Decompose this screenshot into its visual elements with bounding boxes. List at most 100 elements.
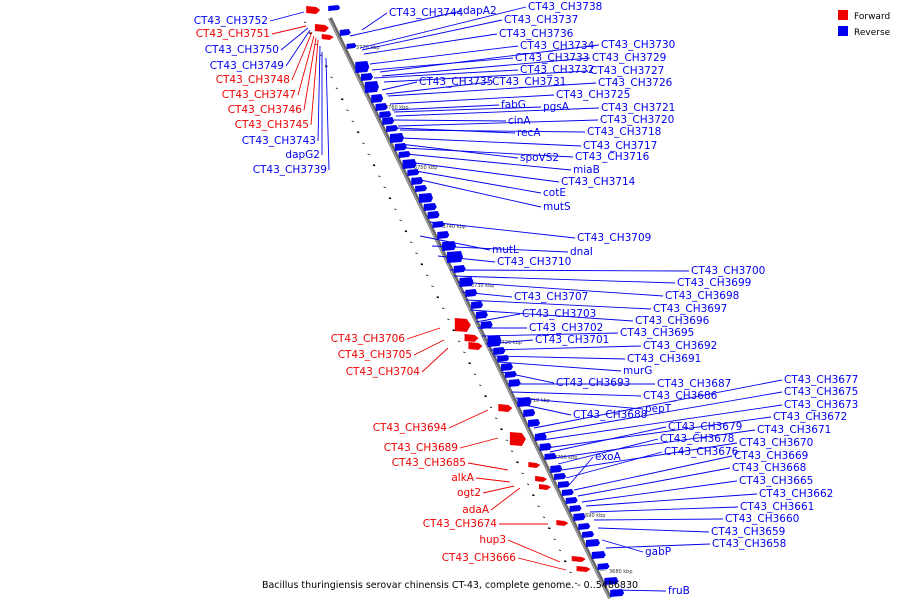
gene-label[interactable]: CT43_CH3669 (734, 450, 808, 462)
gene-label[interactable]: CT43_CH3710 (497, 256, 571, 268)
gene-label[interactable]: CT43_CH3731 (492, 76, 566, 88)
gene-label[interactable]: CT43_CH3739 (253, 164, 327, 176)
gene-label[interactable]: CT43_CH3679 (668, 421, 742, 433)
gene-label[interactable]: CT43_CH3702 (529, 322, 603, 334)
gene-label[interactable]: CT43_CH3665 (739, 475, 813, 487)
gene-label[interactable]: CT43_CH3660 (725, 513, 799, 525)
genome-axis-highlight (328, 17, 610, 599)
gene-label[interactable]: CT43_CH3726 (598, 77, 673, 89)
gene-label[interactable]: ogt2 (457, 487, 481, 499)
gene-label[interactable]: CT43_CH3730 (601, 39, 675, 51)
gene-label[interactable]: CT43_CH3717 (583, 140, 657, 152)
gene-label[interactable]: pgsA (543, 101, 570, 113)
reverse-gene (361, 73, 374, 81)
gene-label[interactable]: CT43_CH3674 (423, 518, 498, 530)
gene-label[interactable]: CT43_CH3733 (515, 52, 589, 64)
gene-label[interactable]: CT43_CH3678 (660, 433, 734, 445)
gene-label[interactable]: CT43_CH3704 (346, 366, 421, 378)
gene-label[interactable]: CT43_CH3735 (419, 76, 493, 88)
gene-label[interactable]: CT43_CH3700 (691, 265, 765, 277)
gene-label[interactable]: CT43_CH3738 (528, 1, 602, 13)
gene-label[interactable]: CT43_CH3725 (556, 89, 630, 101)
gene-label[interactable]: CT43_CH3697 (653, 303, 727, 315)
gene-label[interactable]: miaB (573, 164, 600, 176)
gene-label[interactable]: mutL (492, 244, 519, 256)
forward-gene (509, 432, 526, 446)
gene-label[interactable]: CT43_CH3707 (514, 291, 588, 303)
gene-label[interactable]: CT43_CH3659 (711, 526, 785, 538)
gene-label[interactable]: CT43_CH3691 (627, 353, 701, 365)
gene-label[interactable]: CT43_CH3693 (556, 377, 630, 389)
gene-label[interactable]: CT43_CH3732 (520, 64, 594, 76)
gene-label[interactable]: CT43_CH3670 (739, 437, 813, 449)
gene-label[interactable]: CT43_CH3716 (575, 151, 650, 163)
gene-label[interactable]: CT43_CH3662 (759, 488, 833, 500)
gene-label[interactable]: CT43_CH3714 (561, 176, 636, 188)
gene-label[interactable]: exoA (595, 451, 622, 463)
gene-label[interactable]: CT43_CH3675 (784, 386, 858, 398)
gene-label[interactable]: alkA (451, 472, 474, 484)
gene-label[interactable]: CT43_CH3718 (587, 126, 661, 138)
gene-label[interactable]: CT43_CH3688 (573, 409, 647, 421)
gene-label[interactable]: spoVS2 (520, 152, 559, 164)
gene-label[interactable]: CT43_CH3703 (522, 308, 596, 320)
reverse-gene (407, 169, 420, 176)
gene-label[interactable]: CT43_CH3750 (205, 44, 279, 56)
gene-label[interactable]: hup3 (479, 534, 506, 546)
gene-label[interactable]: cinA (508, 115, 531, 127)
gene-label[interactable]: CT43_CH3698 (665, 290, 739, 302)
gene-label[interactable]: cotE (543, 187, 566, 199)
gene-label[interactable]: CT43_CH3734 (520, 40, 595, 52)
gene-label[interactable]: CT43_CH3744 (389, 7, 464, 19)
gene-label[interactable]: CT43_CH3720 (600, 114, 674, 126)
gene-label[interactable]: CT43_CH3668 (732, 462, 806, 474)
gene-label[interactable]: CT43_CH3701 (535, 334, 609, 346)
gene-label[interactable]: CT43_CH3666 (442, 552, 517, 564)
feature-dot (367, 153, 370, 155)
gene-label[interactable]: murG (623, 365, 652, 377)
gene-label[interactable]: CT43_CH3748 (216, 74, 290, 86)
gene-label[interactable]: CT43_CH3699 (677, 277, 751, 289)
gene-label[interactable]: CT43_CH3737 (504, 14, 578, 26)
gene-label[interactable]: CT43_CH3752 (194, 15, 268, 27)
gene-label[interactable]: CT43_CH3746 (228, 104, 303, 116)
gene-label[interactable]: fabG (501, 99, 526, 111)
gene-label[interactable]: CT43_CH3721 (601, 102, 675, 114)
gene-label[interactable]: CT43_CH3661 (740, 501, 814, 513)
gene-label[interactable]: CT43_CH3743 (242, 135, 316, 147)
gene-label[interactable]: CT43_CH3673 (784, 399, 858, 411)
gene-label[interactable]: adaA (462, 504, 490, 516)
gene-label[interactable]: CT43_CH3692 (643, 340, 717, 352)
gene-label[interactable]: gabP (645, 546, 671, 558)
gene-label[interactable]: CT43_CH3727 (590, 65, 664, 77)
gene-label[interactable]: CT43_CH3729 (592, 52, 666, 64)
gene-label[interactable]: CT43_CH3671 (757, 424, 831, 436)
gene-label[interactable]: CT43_CH3749 (210, 60, 284, 72)
gene-label[interactable]: mutS (543, 201, 571, 213)
gene-label[interactable]: recA (517, 127, 541, 139)
gene-label[interactable]: CT43_CH3695 (620, 327, 694, 339)
gene-label[interactable]: CT43_CH3676 (664, 446, 739, 458)
gene-label[interactable]: CT43_CH3745 (235, 119, 309, 131)
gene-label[interactable]: CT43_CH3751 (196, 28, 270, 40)
gene-label[interactable]: CT43_CH3705 (338, 349, 412, 361)
gene-label[interactable]: CT43_CH3747 (222, 89, 296, 101)
gene-label[interactable]: CT43_CH3687 (657, 378, 731, 390)
gene-label[interactable]: CT43_CH3706 (331, 333, 406, 345)
gene-label[interactable]: CT43_CH3696 (635, 315, 710, 327)
gene-label[interactable]: pepT (645, 403, 672, 415)
gene-label[interactable]: CT43_CH3677 (784, 374, 858, 386)
gene-label[interactable]: CT43_CH3658 (712, 538, 786, 550)
gene-label[interactable]: CT43_CH3689 (384, 442, 458, 454)
gene-label[interactable]: dnaI (570, 246, 593, 258)
gene-label[interactable]: CT43_CH3709 (577, 232, 651, 244)
gene-label[interactable]: CT43_CH3686 (643, 390, 718, 402)
gene-label[interactable]: dapG2 (285, 149, 320, 161)
gene-label[interactable]: CT43_CH3736 (499, 28, 574, 40)
feature-dot (553, 538, 556, 540)
gene-label[interactable]: CT43_CH3672 (773, 411, 847, 423)
gene-label[interactable]: fruB (668, 585, 690, 597)
gene-label[interactable]: CT43_CH3685 (392, 457, 466, 469)
gene-label[interactable]: dapA2 (463, 5, 497, 17)
gene-label[interactable]: CT43_CH3694 (373, 422, 448, 434)
